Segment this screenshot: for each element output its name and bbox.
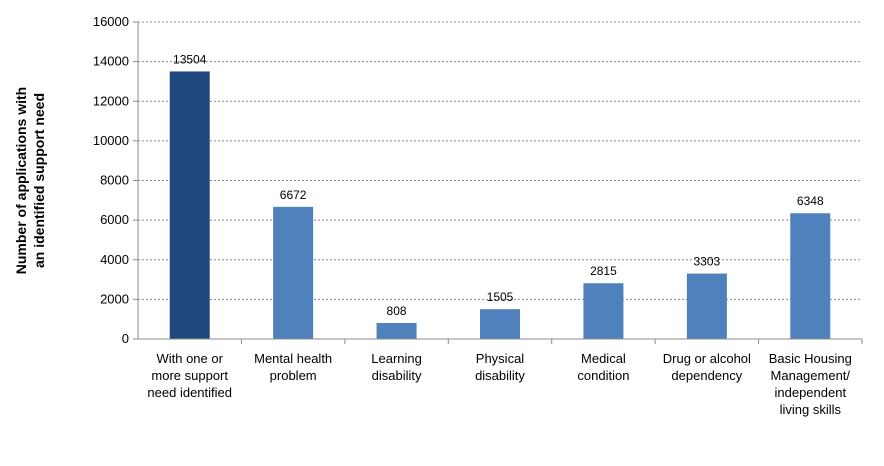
bar <box>790 213 831 339</box>
bar <box>376 322 417 339</box>
y-tick-label: 12000 <box>93 93 129 108</box>
y-axis-label: Number of applications with an identified… <box>13 87 47 274</box>
category-label: Physical disability <box>475 351 525 383</box>
bar <box>686 273 727 339</box>
gridlines <box>138 21 862 300</box>
data-label: 13504 <box>173 52 207 66</box>
y-tick-label: 16000 <box>93 14 129 29</box>
y-tick-label: 8000 <box>100 173 129 188</box>
y-tick-label: 10000 <box>93 133 129 148</box>
y-tick-label: 6000 <box>100 212 129 227</box>
data-label: 6672 <box>280 188 307 202</box>
category-label: Drug or alcohol dependency <box>663 351 751 383</box>
category-label: Medical condition <box>577 351 629 383</box>
category-label: Basic Housing Management/independent livin… <box>769 351 852 417</box>
bar <box>169 71 210 340</box>
data-labels: 13504 6672 808 1505 2815 3303 6348 <box>173 52 824 318</box>
data-label: 6348 <box>797 194 824 208</box>
data-label: 2815 <box>590 264 617 278</box>
bar <box>273 206 314 339</box>
x-axis-categories: With one or more support need identified Me… <box>147 339 863 417</box>
y-tick-label: 0 <box>122 331 129 346</box>
category-label: With one or more support need identified <box>147 351 232 400</box>
y-axis-ticks: 0 2000 4000 6000 8000 10000 12000 14000 16000 <box>93 14 138 346</box>
data-label: 808 <box>387 304 407 318</box>
bar <box>480 309 520 339</box>
y-tick-label: 2000 <box>100 291 129 306</box>
y-tick-label: 4000 <box>100 252 129 267</box>
category-label: Mental health problem <box>254 351 332 383</box>
bar <box>583 283 624 339</box>
bars <box>169 71 831 340</box>
data-label: 1505 <box>487 290 514 304</box>
category-label: Learning disability <box>371 351 422 383</box>
y-tick-label: 14000 <box>93 54 129 69</box>
data-label: 3303 <box>694 255 721 269</box>
